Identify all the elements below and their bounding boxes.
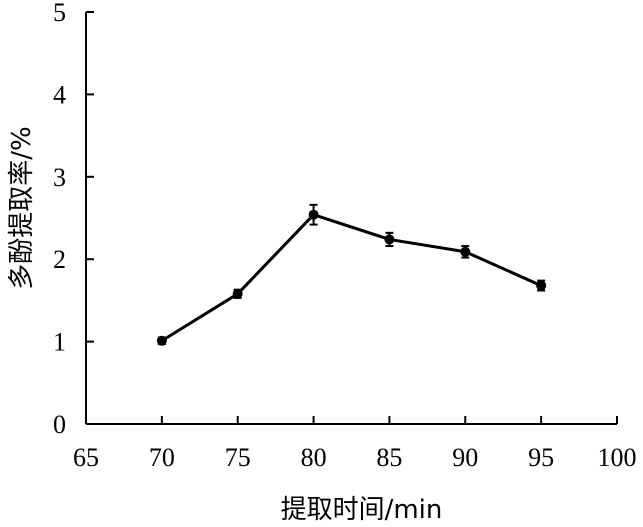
- ticks: 65 70 75 80 85 90 95 100 0 1 2 3 4 5: [53, 0, 637, 472]
- x-tick-label: 95: [528, 443, 554, 472]
- series-line: [161, 213, 542, 343]
- y-tick-label: 1: [53, 328, 66, 357]
- series-layer: [156, 203, 547, 346]
- x-tick-label: 85: [376, 443, 402, 472]
- data-point: [232, 288, 243, 299]
- y-tick-label: 4: [53, 80, 66, 109]
- x-tick-label: 80: [301, 443, 327, 472]
- y-tick-label: 5: [53, 0, 66, 27]
- x-axis-label: 提取时间/min: [281, 495, 443, 525]
- y-tick-label: 0: [53, 410, 66, 439]
- x-tick-label: 90: [452, 443, 478, 472]
- axes: [85, 12, 617, 425]
- y-tick-label: 2: [53, 245, 66, 274]
- x-tick-label: 75: [225, 443, 251, 472]
- data-point: [384, 234, 395, 245]
- data-point: [536, 280, 547, 291]
- y-axis-label: 多酚提取率/%: [7, 126, 37, 289]
- data-point: [460, 246, 471, 257]
- x-tick-label: 100: [598, 443, 637, 472]
- x-tick-label: 65: [73, 443, 99, 472]
- data-point: [156, 335, 167, 346]
- x-tick-label: 70: [149, 443, 175, 472]
- y-tick-label: 3: [53, 163, 66, 192]
- data-point: [308, 209, 319, 220]
